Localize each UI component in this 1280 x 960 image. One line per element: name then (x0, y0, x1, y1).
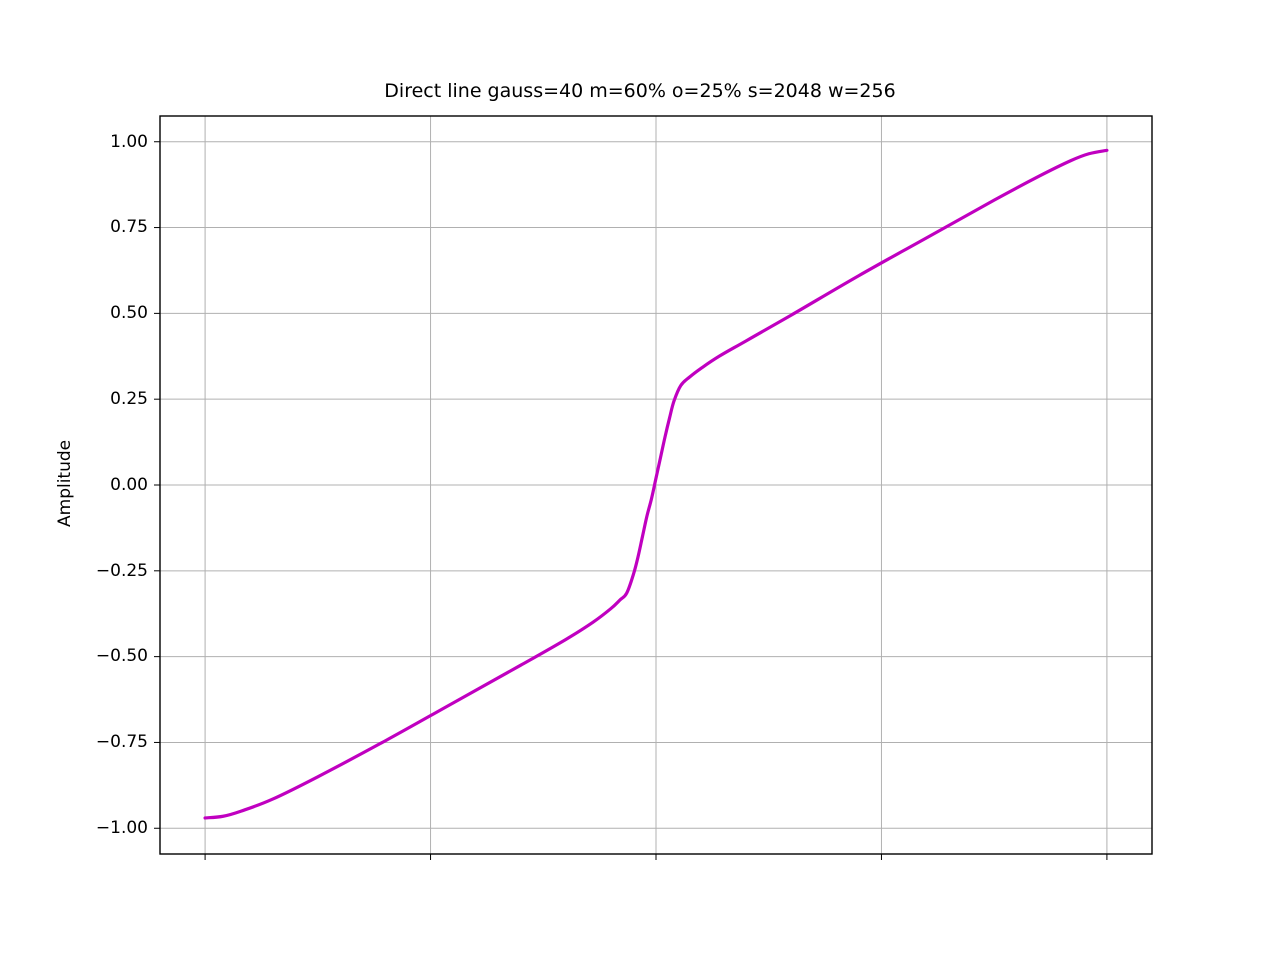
y-tick-label: 1.00 (78, 132, 148, 152)
plot-svg (0, 0, 1280, 960)
axis-ticks (154, 142, 1107, 860)
y-tick-label: 0.25 (78, 389, 148, 409)
y-tick-label: 0.00 (78, 475, 148, 495)
y-tick-label: 0.50 (78, 303, 148, 323)
y-tick-label: −0.75 (78, 732, 148, 752)
figure: Direct line gauss=40 m=60% o=25% s=2048 … (0, 0, 1280, 960)
y-tick-label: −0.50 (78, 646, 148, 666)
y-tick-label: 0.75 (78, 217, 148, 237)
y-tick-label: −1.00 (78, 818, 148, 838)
y-tick-label: −0.25 (78, 561, 148, 581)
